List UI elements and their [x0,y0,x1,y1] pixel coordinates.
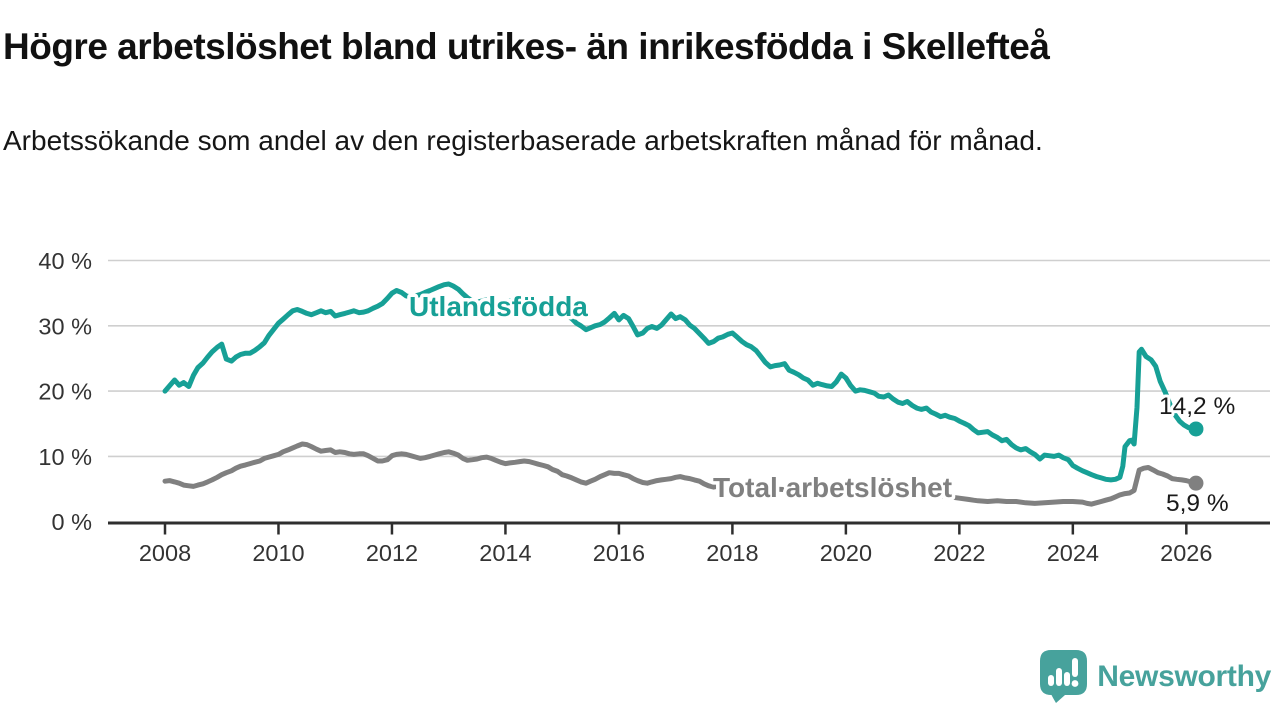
x-tick-label: 2014 [479,540,531,566]
chart-subtitle: Arbetssökande som andel av den registerb… [3,125,1043,156]
series-end-dot-1 [1188,475,1204,491]
x-tick-label: 2010 [252,540,304,566]
x-tick-label: 2008 [139,540,191,566]
end-value-label-0: 14,2 % [1159,393,1235,420]
series-end-dot-0 [1188,421,1204,437]
x-tick-label: 2022 [933,540,985,566]
bar-chart-speech-bubble-icon [1040,650,1088,703]
y-tick-label: 30 % [38,313,92,339]
x-tick-label: 2026 [1160,540,1212,566]
y-tick-label: 20 % [38,379,92,405]
x-tick-label: 2018 [706,540,758,566]
x-tick-label: 2016 [593,540,645,566]
series-label-1: Total arbetslöshet [713,472,952,503]
x-tick-label: 2024 [1047,540,1099,566]
newsworthy-wordmark: Newsworthy [1097,659,1271,693]
y-tick-label: 0 % [52,509,93,535]
y-tick-label: 40 % [38,248,92,274]
newsworthy-logo: Newsworthy [1039,649,1271,704]
y-tick-label: 10 % [38,444,92,470]
end-value-label-1: 5,9 % [1166,490,1229,517]
series-line-0 [162,281,1199,483]
x-tick-label: 2020 [820,540,872,566]
series-line-1 [162,441,1199,507]
series-label-0: Utlandsfödda [409,291,588,322]
page-title: Högre arbetslöshet bland utrikes- än inr… [3,26,1050,67]
x-tick-label: 2012 [366,540,418,566]
